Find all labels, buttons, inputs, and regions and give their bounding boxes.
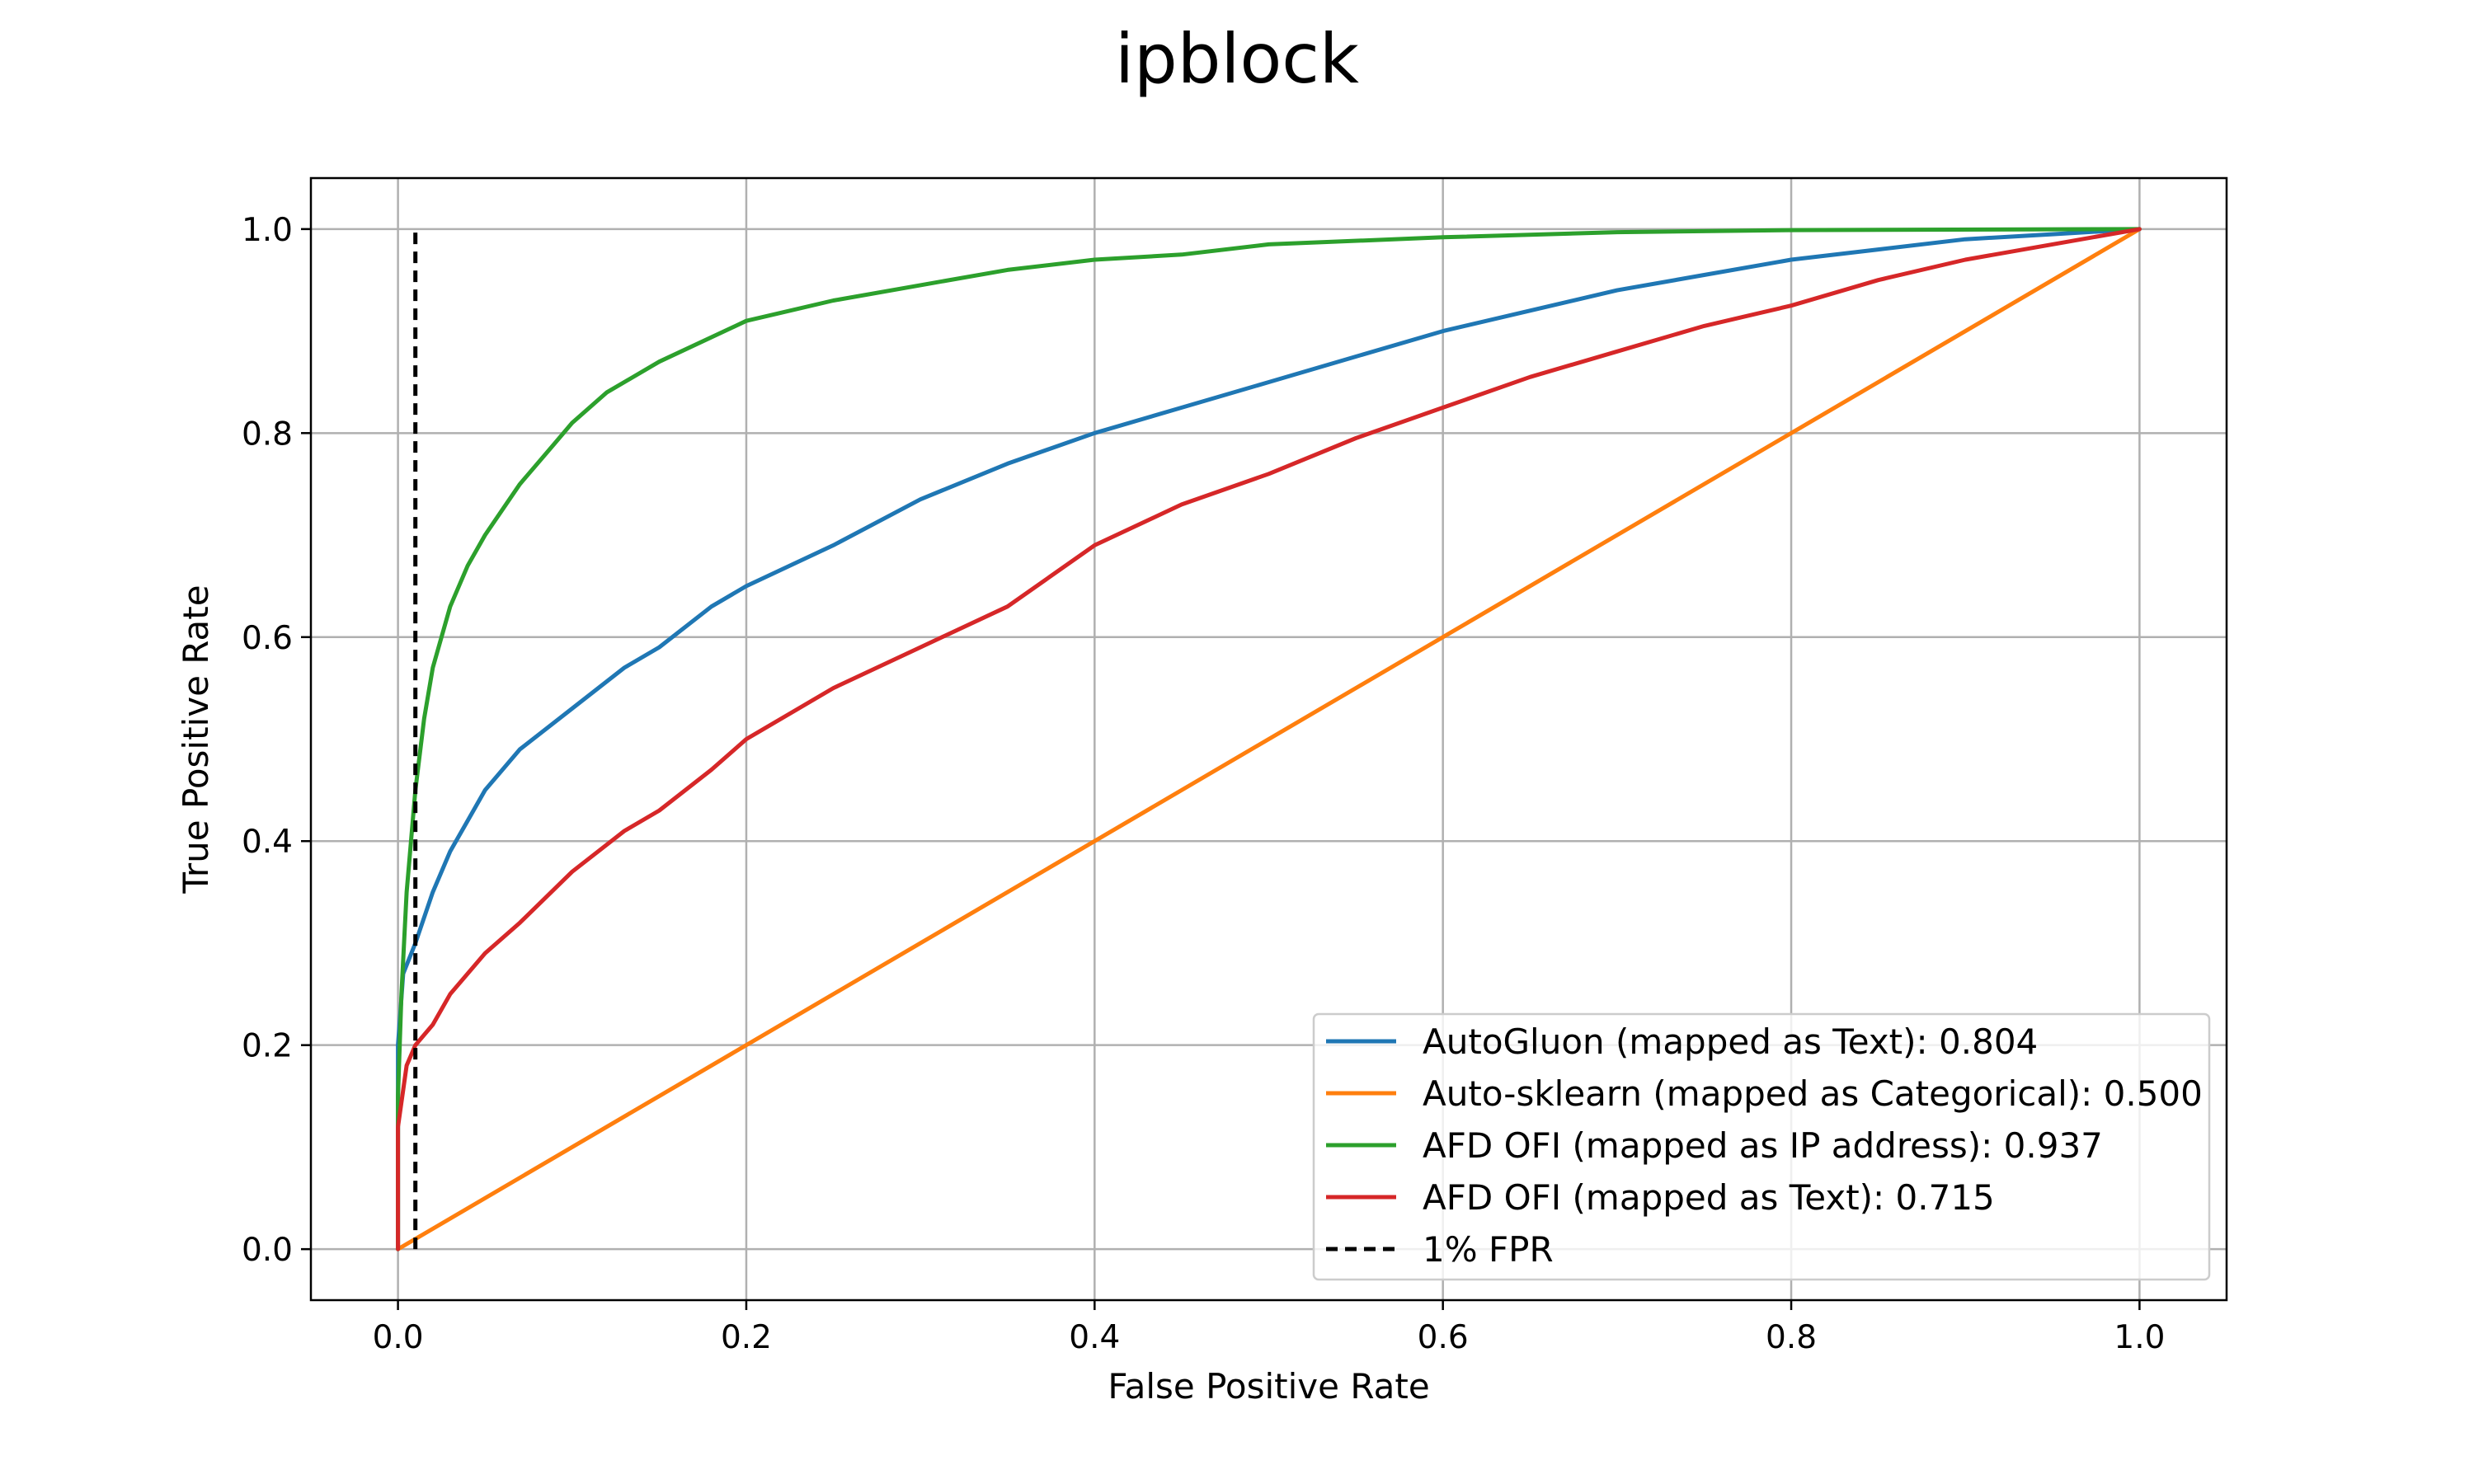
legend: AutoGluon (mapped as Text): 0.804 Auto-sk… [1312, 1012, 2211, 1281]
x-tick-label: 0.0 [373, 1319, 424, 1356]
legend-label: AFD OFI (mapped as Text): 0.715 [1423, 1177, 1995, 1218]
y-tick-label: 0.0 [242, 1232, 293, 1269]
axis-ticks: 0.0 0.2 0.4 0.6 0.8 1.0 0.0 0.2 0.4 0.6 0.8 1.0 [242, 212, 2165, 1356]
y-tick-label: 0.8 [242, 416, 293, 453]
series-lines [396, 227, 2142, 1252]
x-tick-label: 1.0 [2114, 1319, 2165, 1356]
y-tick-label: 0.2 [242, 1028, 293, 1065]
legend-label: AutoGluon (mapped as Text): 0.804 [1423, 1021, 2038, 1062]
series-line-1 [396, 227, 2142, 1252]
x-tick-label: 0.6 [1418, 1319, 1469, 1356]
series-line-2 [396, 227, 2142, 1252]
y-tick-label: 0.4 [242, 824, 293, 861]
legend-box [1312, 1012, 2211, 1281]
legend-label: 1% FPR [1423, 1229, 1554, 1270]
y-axis-label: True Positive Rate [176, 585, 216, 894]
y-tick-label: 1.0 [242, 212, 293, 249]
chart-title: ipblock [1115, 19, 1359, 99]
series-line-3 [396, 227, 2142, 1252]
x-tick-label: 0.2 [721, 1319, 772, 1356]
y-tick-label: 0.6 [242, 620, 293, 657]
x-tick-label: 0.4 [1069, 1319, 1120, 1356]
legend-label: Auto-sklearn (mapped as Categorical): 0.… [1423, 1073, 2203, 1114]
x-tick-label: 0.8 [1766, 1319, 1817, 1356]
plot-frame [309, 176, 2228, 1302]
x-axis-label: False Positive Rate [1108, 1366, 1429, 1407]
legend-label: AFD OFI (mapped as IP address): 0.937 [1423, 1125, 2103, 1166]
grid-lines [311, 178, 2227, 1300]
series-line-0 [396, 227, 2142, 1252]
